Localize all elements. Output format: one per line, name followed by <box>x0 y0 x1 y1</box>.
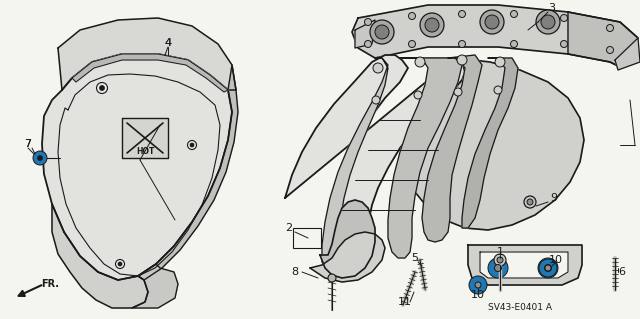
Text: 5: 5 <box>412 253 419 263</box>
Circle shape <box>328 274 336 282</box>
Circle shape <box>375 25 389 39</box>
Text: 11: 11 <box>398 297 412 307</box>
Polygon shape <box>320 200 375 278</box>
Circle shape <box>99 85 104 91</box>
Circle shape <box>370 20 394 44</box>
Polygon shape <box>42 54 232 280</box>
Circle shape <box>542 262 554 274</box>
Polygon shape <box>132 264 178 308</box>
Circle shape <box>545 264 552 271</box>
Circle shape <box>414 91 422 99</box>
Polygon shape <box>388 58 462 258</box>
Circle shape <box>524 196 536 208</box>
Text: 6: 6 <box>618 267 625 277</box>
Circle shape <box>457 55 467 65</box>
Polygon shape <box>58 18 236 90</box>
Polygon shape <box>422 55 482 242</box>
Circle shape <box>425 18 439 32</box>
Circle shape <box>458 41 465 48</box>
Polygon shape <box>568 12 638 68</box>
Polygon shape <box>355 20 375 48</box>
Circle shape <box>365 19 371 26</box>
Circle shape <box>495 264 502 271</box>
Circle shape <box>495 57 505 67</box>
Text: 3: 3 <box>548 3 556 13</box>
Circle shape <box>33 151 47 165</box>
Circle shape <box>511 41 518 48</box>
Circle shape <box>373 63 383 73</box>
Circle shape <box>372 96 380 104</box>
Polygon shape <box>480 252 568 278</box>
Circle shape <box>365 41 371 48</box>
Polygon shape <box>138 65 238 280</box>
Polygon shape <box>400 58 584 230</box>
Polygon shape <box>352 5 638 68</box>
Circle shape <box>415 57 425 67</box>
Circle shape <box>472 279 484 291</box>
Circle shape <box>497 257 503 263</box>
Polygon shape <box>72 54 228 92</box>
Circle shape <box>541 261 555 275</box>
Text: FR.: FR. <box>41 279 59 289</box>
Circle shape <box>538 258 558 278</box>
Circle shape <box>97 83 108 93</box>
Text: 7: 7 <box>24 139 31 149</box>
Polygon shape <box>285 55 465 274</box>
Text: 4: 4 <box>164 38 172 48</box>
Circle shape <box>38 155 42 160</box>
Circle shape <box>607 25 614 32</box>
Text: 2: 2 <box>285 223 292 233</box>
Circle shape <box>494 254 506 266</box>
Polygon shape <box>468 245 582 285</box>
Circle shape <box>118 262 122 266</box>
Polygon shape <box>52 204 148 308</box>
Circle shape <box>545 265 551 271</box>
Circle shape <box>454 88 462 96</box>
Polygon shape <box>462 58 518 228</box>
Circle shape <box>485 15 499 29</box>
Polygon shape <box>615 38 640 70</box>
Circle shape <box>491 261 505 275</box>
Text: 10: 10 <box>471 290 485 300</box>
Circle shape <box>527 199 533 205</box>
Circle shape <box>408 41 415 48</box>
Circle shape <box>115 259 125 269</box>
Circle shape <box>511 11 518 18</box>
Text: 7: 7 <box>24 139 31 149</box>
Polygon shape <box>122 118 168 158</box>
Circle shape <box>469 276 487 294</box>
Circle shape <box>607 47 614 54</box>
Circle shape <box>188 140 196 150</box>
Text: HOT: HOT <box>136 147 154 157</box>
Text: 8: 8 <box>291 267 298 277</box>
Circle shape <box>475 282 481 288</box>
Circle shape <box>536 10 560 34</box>
Text: 9: 9 <box>550 193 557 203</box>
Circle shape <box>488 258 508 278</box>
Circle shape <box>561 14 568 21</box>
Circle shape <box>35 153 45 163</box>
Text: 10: 10 <box>549 255 563 265</box>
Text: 1: 1 <box>497 247 504 257</box>
Polygon shape <box>310 232 385 282</box>
Circle shape <box>561 41 568 48</box>
Circle shape <box>539 259 557 277</box>
Text: 4: 4 <box>164 38 172 48</box>
Circle shape <box>541 15 555 29</box>
Text: SV43-E0401 A: SV43-E0401 A <box>488 303 552 313</box>
Circle shape <box>458 11 465 18</box>
Circle shape <box>408 12 415 19</box>
Circle shape <box>420 13 444 37</box>
Circle shape <box>480 10 504 34</box>
Circle shape <box>190 143 194 147</box>
Polygon shape <box>322 58 388 268</box>
Bar <box>293 228 321 248</box>
Circle shape <box>494 86 502 94</box>
